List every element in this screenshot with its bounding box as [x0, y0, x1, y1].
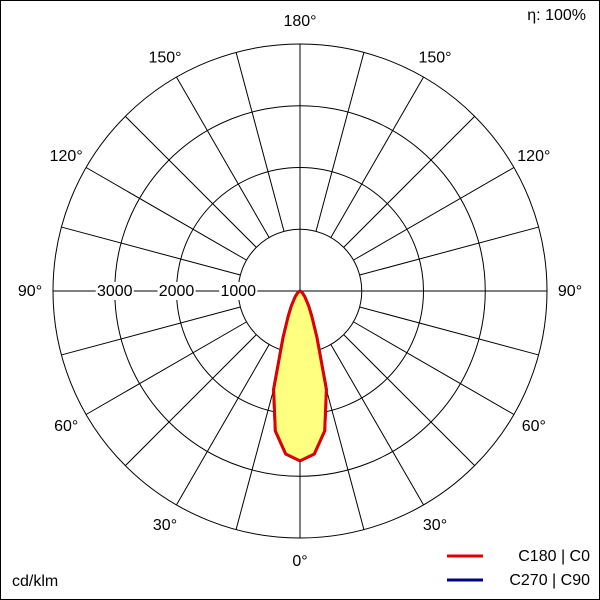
- theta-tick-label: 60°: [522, 418, 546, 435]
- legend-label: C180 | C0: [518, 548, 590, 565]
- spoke: [359, 226, 539, 276]
- theta-tick-label: 180°: [283, 13, 316, 30]
- tick-label-bg: [95, 282, 134, 300]
- theta-tick-label: 150°: [148, 49, 181, 66]
- spoke: [85, 167, 247, 261]
- spoke: [343, 115, 476, 248]
- spoke: [235, 52, 285, 232]
- r-tick-label: 3000: [97, 283, 133, 300]
- spoke: [353, 167, 515, 261]
- spoke: [61, 306, 241, 356]
- theta-tick-label: 30°: [153, 517, 177, 534]
- series-fill: [273, 291, 300, 461]
- spoke: [315, 52, 365, 232]
- series-line: [299, 289, 328, 463]
- legend-label: C270 | C90: [509, 572, 590, 589]
- theta-tick-label: 60°: [54, 418, 78, 435]
- r-tick-label: 1000: [220, 283, 256, 300]
- annotation: η: 100%: [527, 7, 586, 24]
- spoke: [85, 321, 247, 415]
- spoke: [353, 321, 515, 415]
- tick-label-bg: [219, 282, 258, 300]
- spoke: [124, 334, 257, 467]
- spoke: [330, 76, 424, 238]
- r-tick-label: 2000: [159, 283, 195, 300]
- unit-label: cd/klm: [12, 573, 58, 590]
- series-line: [272, 289, 301, 463]
- theta-tick-label: 0°: [292, 553, 307, 570]
- series-fill: [300, 291, 327, 461]
- spoke: [124, 115, 257, 248]
- spoke: [330, 344, 424, 506]
- theta-tick-label: 150°: [418, 49, 451, 66]
- spoke: [176, 76, 270, 238]
- outer-ring: [52, 43, 548, 539]
- spoke: [343, 334, 476, 467]
- spoke: [176, 344, 270, 506]
- theta-tick-label: 90°: [18, 283, 42, 300]
- spoke: [61, 226, 241, 276]
- theta-tick-label: 120°: [517, 148, 550, 165]
- theta-tick-label: 90°: [558, 283, 582, 300]
- theta-tick-label: 120°: [50, 148, 83, 165]
- spoke: [359, 306, 539, 356]
- tick-label-bg: [157, 282, 196, 300]
- theta-tick-label: 30°: [423, 517, 447, 534]
